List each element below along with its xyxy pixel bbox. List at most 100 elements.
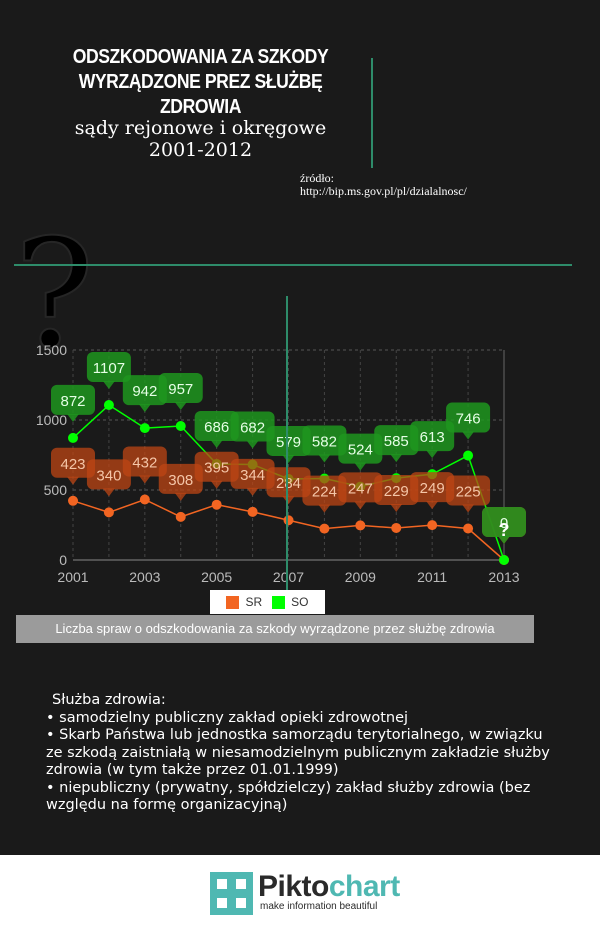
data-point-sr (175, 511, 186, 522)
divider-vertical-middle (286, 296, 288, 596)
data-point-sr (211, 499, 222, 510)
data-label-bubble (86, 459, 131, 490)
data-label-pointer (354, 462, 367, 471)
data-label-so: 686 (194, 410, 239, 448)
data-label-bubble (158, 463, 203, 494)
data-point-sr (427, 520, 438, 531)
line-chart: 0 500 1000 1500 2001 2003 2005 2007 2009 2011 2013… (36, 342, 526, 585)
data-label-sr: 247 (338, 472, 383, 510)
data-label-text: 432 (132, 455, 157, 472)
data-label-pointer (426, 501, 439, 510)
data-label-sr: 224 (302, 475, 347, 513)
data-label-pointer (318, 454, 331, 463)
data-label-pointer (102, 381, 115, 390)
footer-bar (0, 855, 600, 929)
data-label-bubble (122, 375, 167, 406)
data-label-bubble (230, 411, 275, 442)
data-label-pointer (462, 431, 475, 440)
notes-item-2: • Skarb Państwa lub jednostka samorządu … (46, 727, 550, 778)
data-label-text: 395 (204, 460, 229, 477)
notes-heading: Służba zdrowia: (52, 692, 166, 708)
data-label-so: 942 (122, 375, 167, 413)
source-label: źródło: (300, 171, 334, 185)
data-label-pointer (246, 487, 259, 496)
data-label-pointer (138, 404, 151, 413)
legend-swatch-so (272, 595, 286, 609)
infographic-subtitle: sądy rejonowe i okręgowe 2001-2012 (28, 117, 373, 161)
data-label-text: 340 (96, 467, 121, 484)
data-label-bubble (482, 507, 526, 537)
data-label-text: 229 (384, 483, 409, 500)
data-point-sr (139, 494, 150, 505)
data-label-text: 686 (204, 419, 229, 436)
data-label-so: 585 (374, 425, 419, 463)
data-label-bubble (446, 402, 491, 433)
data-label-sr: 423 (51, 447, 95, 485)
data-label-sr: 229 (374, 474, 419, 512)
data-label-bubble (266, 467, 311, 498)
data-label-so: 682 (230, 411, 275, 449)
brand-part-1: Pikto (258, 870, 329, 903)
x-tick-label: 2013 (488, 569, 519, 585)
data-label-pointer (67, 476, 79, 485)
data-label-pointer (138, 475, 151, 484)
data-point-so (103, 400, 114, 411)
x-tick-label: 2009 (345, 569, 376, 585)
data-label-bubble (122, 446, 167, 477)
data-label-bubble (410, 421, 455, 452)
annotation-question-mark: ? (499, 520, 510, 540)
data-label-text: 284 (276, 475, 301, 492)
data-label-text: 225 (456, 484, 481, 501)
divider-vertical-top (371, 58, 373, 168)
data-label-pointer (498, 536, 510, 544)
data-label-pointer (174, 402, 187, 411)
y-tick-label: 1000 (36, 412, 67, 428)
data-label-bubble (374, 425, 419, 456)
data-label-pointer (282, 496, 295, 505)
data-label-bubble (410, 472, 455, 503)
data-point-sr (68, 495, 78, 506)
legend-item-sr: SR (226, 595, 262, 609)
data-label-so: 746 (446, 402, 491, 440)
data-point-so (463, 450, 474, 461)
data-label-sr: 395 (194, 451, 239, 489)
y-tick-label: 0 (59, 552, 67, 568)
data-label-text: 585 (384, 433, 409, 450)
data-label-text: 247 (348, 480, 373, 497)
piktochart-logo-text: Piktochart (258, 870, 400, 904)
data-label-text: 1107 (93, 360, 125, 377)
source-note: źródło: http://bip.ms.gov.pl/pl/dzialaln… (300, 172, 467, 198)
title-line-2: WYRZĄDZONE PREZ SŁUŻBĘ ZDROWIA (78, 71, 323, 118)
data-label-text: 682 (240, 420, 265, 437)
data-label-so: 872 (51, 384, 95, 422)
notes-section: Służba zdrowia: • samodzielny publiczny … (46, 692, 556, 815)
data-label-pointer (67, 413, 79, 422)
brand-part-2: chart (328, 870, 400, 903)
data-label-bubble (302, 475, 347, 506)
x-tick-label: 2001 (57, 569, 88, 585)
piktochart-logo-icon (210, 872, 253, 915)
data-label-so: 579 (266, 425, 311, 463)
data-label-so: 613 (410, 421, 455, 459)
data-label-pointer (282, 454, 295, 463)
question-mark-decoration: ? (13, 208, 95, 382)
data-label-text: 308 (168, 472, 193, 489)
data-label-sr: 432 (122, 446, 167, 484)
data-label-pointer (102, 488, 115, 497)
data-point-so (68, 432, 78, 443)
data-label-text: 942 (132, 383, 157, 400)
chart-caption: Liczba spraw o odszkodowania za szkody w… (16, 615, 534, 643)
data-label-pointer (246, 440, 259, 449)
data-label-sr: 225 (446, 475, 491, 513)
data-label-text: 746 (456, 411, 481, 428)
legend-swatch-sr (226, 595, 240, 609)
data-label-so: 1107 (86, 352, 131, 390)
data-label-pointer (174, 492, 187, 501)
data-label-bubble (338, 433, 383, 464)
data-label-sr: 249 (410, 472, 455, 510)
legend-label-so: SO (291, 595, 309, 609)
data-label-sr: 344 (230, 458, 275, 496)
subtitle-line-2: 2001-2012 (148, 139, 253, 161)
data-label-text: 249 (420, 480, 445, 497)
data-label-sr: 308 (158, 463, 203, 501)
